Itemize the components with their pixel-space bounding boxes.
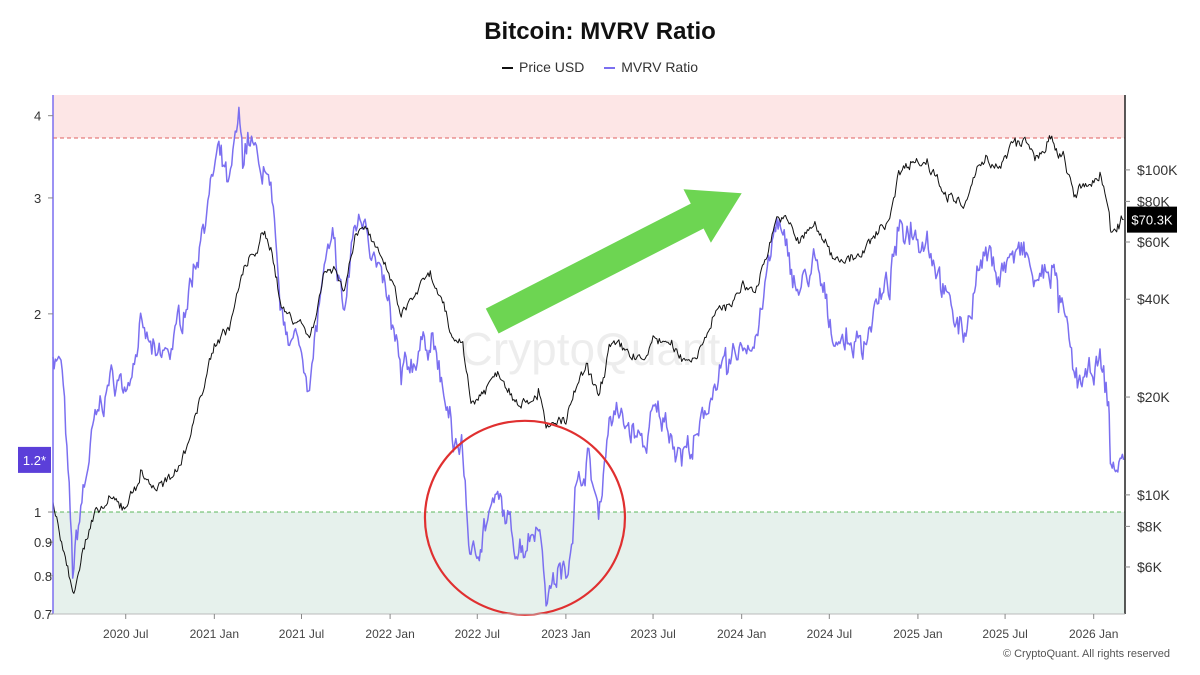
y-left-tick-label: 1 bbox=[34, 505, 41, 520]
legend-label-mvrv: MVRV Ratio bbox=[621, 59, 699, 75]
y-left-tick-label: 0.8 bbox=[34, 569, 52, 584]
y-right-tick-label: $10K bbox=[1137, 487, 1170, 503]
y-left-tick-label: 0.9 bbox=[34, 535, 52, 550]
legend-swatch-price bbox=[501, 67, 513, 70]
y-right-tick-label: $6K bbox=[1137, 559, 1163, 575]
legend-label-price: Price USD bbox=[518, 59, 585, 75]
y-right-tick-label: $60K bbox=[1137, 234, 1170, 250]
x-tick-label: 2023 Jul bbox=[630, 627, 675, 641]
y-right-current-badge bbox=[1127, 206, 1177, 233]
y-left-tick-label: 4 bbox=[34, 109, 41, 124]
x-tick-label: 2024 Jul bbox=[807, 627, 852, 641]
x-tick-label: 2022 Jan bbox=[365, 627, 414, 641]
annotation-circle bbox=[423, 419, 627, 616]
y-right-current-label: $70.3K bbox=[1131, 213, 1173, 228]
y-left-current-badge bbox=[18, 446, 51, 473]
y-right-tick-label: $20K bbox=[1137, 389, 1170, 405]
y-left-tick-label: 0.7 bbox=[34, 607, 52, 622]
y-left-current-label: 1.2* bbox=[23, 453, 46, 468]
x-tick-label: 2025 Jan bbox=[893, 627, 942, 641]
y-right-tick-label: $100K bbox=[1137, 162, 1178, 178]
x-tick-label: 2022 Jul bbox=[455, 627, 500, 641]
x-tick-label: 2026 Jan bbox=[1069, 627, 1118, 641]
x-tick-label: 2021 Jan bbox=[190, 627, 239, 641]
zone-overvalued bbox=[53, 95, 1125, 138]
x-tick-label: 2025 Jul bbox=[982, 627, 1027, 641]
chart-title: Bitcoin: MVRV Ratio bbox=[484, 18, 716, 45]
y-right-tick-label: $80K bbox=[1137, 193, 1170, 209]
legend: Price USD MVRV Ratio bbox=[0, 59, 1200, 75]
y-right-tick-label: $40K bbox=[1137, 291, 1170, 307]
y-left-tick-label: 3 bbox=[34, 191, 41, 206]
annotation-arrow bbox=[485, 189, 742, 334]
x-tick-label: 2020 Jul bbox=[103, 627, 148, 641]
series-line-mvrv bbox=[52, 106, 1125, 607]
copyright-footer: © CryptoQuant. All rights reserved bbox=[1002, 648, 1170, 660]
legend-item-mvrv[interactable]: MVRV Ratio bbox=[604, 59, 698, 75]
x-tick-label: 2021 Jul bbox=[279, 627, 324, 641]
zone-undervalued bbox=[53, 512, 1125, 614]
y-right-tick-label: $8K bbox=[1137, 518, 1163, 534]
legend-item-price[interactable]: Price USD bbox=[501, 59, 585, 75]
legend-swatch-mvrv bbox=[604, 67, 616, 70]
y-left-tick-label: 2 bbox=[34, 307, 41, 322]
series-line-price bbox=[52, 135, 1124, 594]
x-tick-label: 2024 Jan bbox=[717, 627, 766, 641]
x-tick-label: 2023 Jan bbox=[541, 627, 590, 641]
